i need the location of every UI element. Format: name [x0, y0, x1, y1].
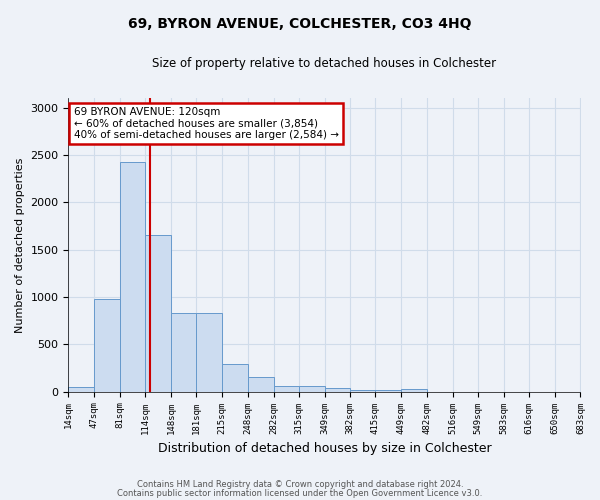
Bar: [119, 162, 145, 392]
Bar: [94, 299, 119, 392]
Bar: [248, 378, 274, 392]
Bar: [68, 387, 94, 392]
Bar: [401, 389, 427, 392]
Bar: [196, 313, 222, 392]
Text: 69, BYRON AVENUE, COLCHESTER, CO3 4HQ: 69, BYRON AVENUE, COLCHESTER, CO3 4HQ: [128, 18, 472, 32]
Bar: [325, 388, 350, 392]
Bar: [299, 386, 325, 392]
Text: 69 BYRON AVENUE: 120sqm
← 60% of detached houses are smaller (3,854)
40% of semi: 69 BYRON AVENUE: 120sqm ← 60% of detache…: [74, 107, 338, 140]
Bar: [145, 236, 171, 392]
Text: Contains public sector information licensed under the Open Government Licence v3: Contains public sector information licen…: [118, 488, 482, 498]
Bar: [376, 390, 401, 392]
X-axis label: Distribution of detached houses by size in Colchester: Distribution of detached houses by size …: [158, 442, 491, 455]
Bar: [350, 390, 376, 392]
Bar: [274, 386, 299, 392]
Title: Size of property relative to detached houses in Colchester: Size of property relative to detached ho…: [152, 58, 497, 70]
Text: Contains HM Land Registry data © Crown copyright and database right 2024.: Contains HM Land Registry data © Crown c…: [137, 480, 463, 489]
Y-axis label: Number of detached properties: Number of detached properties: [15, 157, 25, 332]
Bar: [222, 364, 248, 392]
Bar: [171, 313, 196, 392]
